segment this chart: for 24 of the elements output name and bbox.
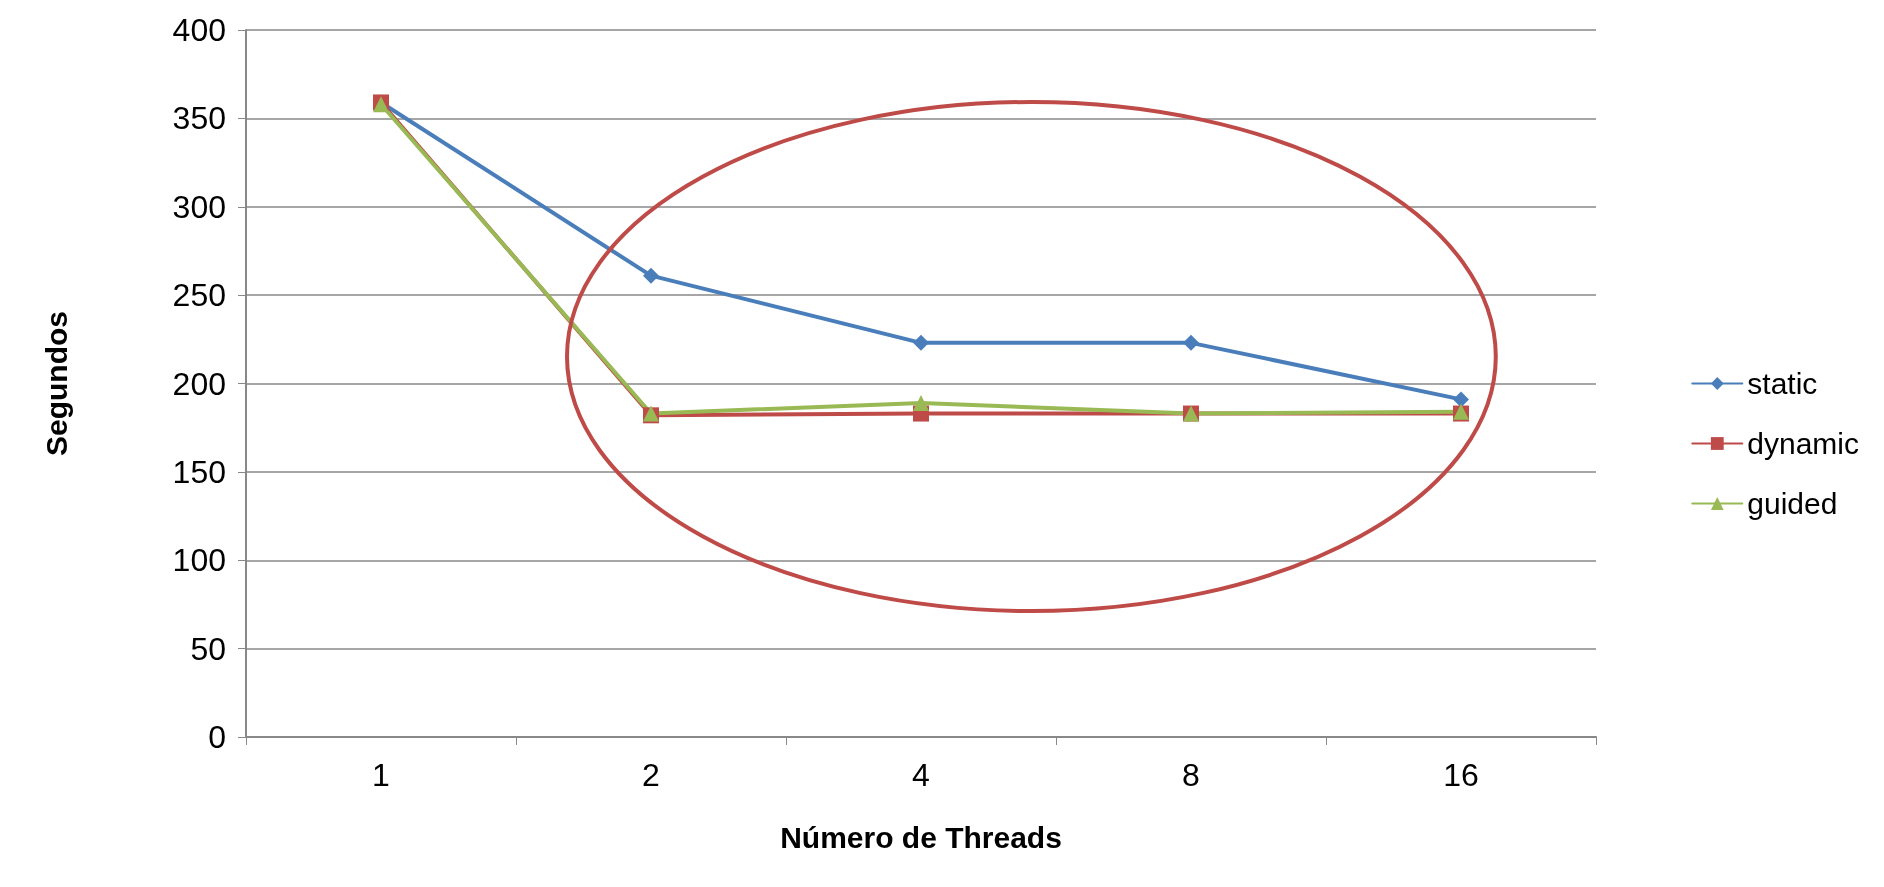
y-tick-label: 100 <box>172 542 226 579</box>
x-axis-title: Número de Threads <box>780 820 1062 854</box>
legend-label: dynamic <box>1747 427 1860 460</box>
x-tick-label: 1 <box>372 757 390 793</box>
y-tick-label: 200 <box>172 365 226 402</box>
point <box>1453 391 1469 408</box>
x-tick-label: 16 <box>1443 757 1479 793</box>
x-tick-label: 2 <box>642 757 660 793</box>
y-tick-label: 250 <box>172 277 226 314</box>
legend-label: guided <box>1747 487 1838 520</box>
y-tick-label: 0 <box>208 719 226 755</box>
y-tick-label: 300 <box>172 188 226 225</box>
point <box>1183 334 1199 351</box>
y-tick-label: 150 <box>172 453 226 490</box>
y-axis-title: Segundos <box>39 310 73 457</box>
y-tick-label: 50 <box>190 630 226 667</box>
x-tick-label: 4 <box>912 757 930 793</box>
point <box>913 334 929 351</box>
y-tick-label: 400 <box>172 12 226 48</box>
x-tick-label: 8 <box>1182 757 1200 793</box>
point <box>913 394 929 411</box>
legend-label: static <box>1747 367 1818 400</box>
point <box>643 267 659 284</box>
y-tick-label: 350 <box>172 100 226 137</box>
